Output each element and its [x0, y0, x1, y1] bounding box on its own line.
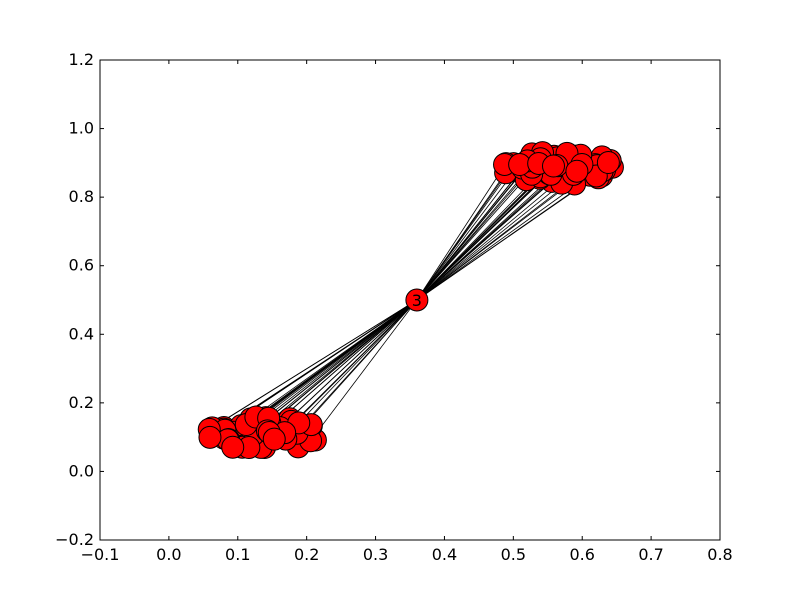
- x-tick-label: 0.8: [707, 545, 732, 564]
- hub-edge: [416, 173, 568, 301]
- x-tick-label: 0.0: [156, 545, 181, 564]
- y-tick-label: 0.2: [69, 393, 94, 412]
- y-tick-label: 0.8: [69, 187, 94, 206]
- x-tick-label: 0.6: [569, 545, 594, 564]
- hub-edge: [310, 299, 418, 442]
- x-tick-label: 0.4: [432, 545, 457, 564]
- hub-edge: [416, 174, 574, 301]
- hub-edge: [416, 176, 541, 301]
- x-tick-label: −0.1: [81, 545, 120, 564]
- plot-frame: [99, 59, 721, 541]
- hub-edge: [416, 164, 520, 301]
- hub-node: [405, 288, 429, 312]
- node: [198, 425, 222, 449]
- hub-node-label: 3: [412, 291, 422, 310]
- node: [221, 435, 245, 459]
- hub-edge: [284, 299, 418, 433]
- hub-edge: [416, 172, 506, 301]
- node: [541, 154, 565, 178]
- x-tick-label: 0.2: [294, 545, 319, 564]
- y-tick-label: 0.6: [69, 256, 94, 275]
- hub-edge: [416, 167, 523, 301]
- node: [596, 151, 620, 175]
- x-axis: −0.1 0.0 0.1 0.2 0.3 0.4 0.5 0.6 0.7 0.8: [81, 60, 733, 564]
- x-tick-label: 0.7: [638, 545, 663, 564]
- hub-edge: [209, 299, 418, 430]
- hub-edge: [416, 163, 507, 301]
- y-tick-label: 0.0: [69, 461, 94, 480]
- hub-layer: 3: [405, 288, 429, 312]
- node: [565, 159, 589, 183]
- plot-area: 3: [100, 60, 720, 540]
- hub-edge: [279, 299, 418, 428]
- x-tick-label: 0.5: [501, 545, 526, 564]
- x-tick-label: 0.3: [363, 545, 388, 564]
- y-axis: −0.2 0.0 0.2 0.4 0.6 0.8 1.0 1.2: [55, 50, 720, 549]
- hub-edge: [416, 167, 513, 301]
- nodes-layer: [197, 141, 624, 460]
- hub-edge: [298, 299, 418, 424]
- hub-edge: [269, 299, 418, 424]
- y-tick-label: 1.2: [69, 50, 94, 69]
- y-tick-label: 0.4: [69, 324, 94, 343]
- y-tick-label: −0.2: [55, 530, 94, 549]
- y-tick-label: 1.0: [69, 119, 94, 138]
- node: [262, 427, 286, 451]
- hub-edge: [416, 175, 597, 301]
- x-tick-label: 0.1: [225, 545, 250, 564]
